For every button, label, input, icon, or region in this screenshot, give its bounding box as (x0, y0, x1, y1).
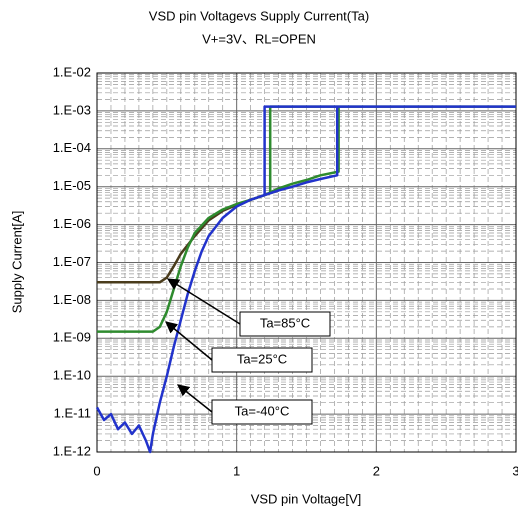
annotation-arrow (166, 278, 241, 325)
y-tick-label: 1.E-10 (53, 368, 91, 383)
annotation-text: Ta=25°C (237, 351, 287, 366)
x-tick-label: 3 (512, 463, 518, 478)
annotation-box (211, 347, 313, 373)
annotation-box (211, 399, 313, 425)
x-tick-label: 2 (373, 463, 380, 478)
annotation-arrow (177, 384, 213, 413)
y-tick-label: 1.E-09 (53, 330, 91, 345)
chart-subtitle: V+=3V、RL=OPEN (202, 31, 316, 46)
y-tick-label: 1.E-11 (54, 406, 91, 421)
y-tick-label: 1.E-02 (53, 64, 91, 79)
y-axis-label: Supply Current[A] (9, 211, 24, 314)
annotation-text: Ta=85°C (260, 315, 310, 330)
annotation-arrow (165, 321, 213, 361)
chart-title: VSD pin Voltagevs Supply Current(Ta) (149, 8, 369, 23)
x-tick-label: 0 (93, 463, 100, 478)
y-tick-label: 1.E-04 (53, 140, 91, 155)
y-tick-label: 1.E-07 (53, 254, 91, 269)
plot-border (96, 72, 517, 453)
y-tick-label: 1.E-05 (53, 178, 91, 193)
x-tick-label: 1 (233, 463, 240, 478)
annotation-box (239, 311, 331, 337)
annotation-text: Ta=-40°C (235, 403, 290, 418)
y-tick-label: 1.E-08 (53, 292, 91, 307)
y-tick-label: 1.E-12 (53, 443, 91, 458)
y-tick-label: 1.E-06 (53, 216, 91, 231)
y-tick-label: 1.E-03 (53, 102, 91, 117)
x-axis-label: VSD pin Voltage[V] (251, 491, 362, 506)
series-line (95, 105, 516, 454)
